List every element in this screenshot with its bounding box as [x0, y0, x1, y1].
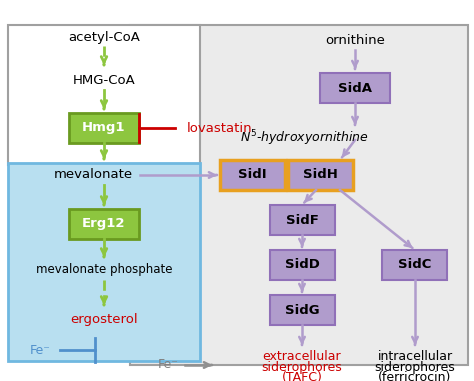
- Text: Erg12: Erg12: [82, 218, 126, 231]
- Text: ornithine: ornithine: [325, 34, 385, 46]
- Bar: [220, 160, 285, 190]
- Bar: [270, 250, 335, 280]
- Text: intracellular: intracellular: [377, 351, 453, 363]
- Text: siderophores: siderophores: [262, 362, 342, 375]
- Text: SidC: SidC: [398, 258, 432, 272]
- Text: ergosterol: ergosterol: [70, 314, 138, 327]
- Text: Hmg1: Hmg1: [82, 122, 126, 134]
- Text: SidI: SidI: [237, 168, 266, 181]
- Text: SidA: SidA: [338, 82, 372, 94]
- Text: SidF: SidF: [285, 213, 319, 226]
- Text: extracellular: extracellular: [263, 351, 341, 363]
- Text: mevalonate phosphate: mevalonate phosphate: [36, 264, 172, 277]
- Text: Fe⁻: Fe⁻: [157, 359, 178, 371]
- Bar: [288, 160, 353, 190]
- Text: (TAFC): (TAFC): [282, 371, 322, 381]
- Text: siderophores: siderophores: [374, 362, 456, 375]
- Text: SidD: SidD: [284, 258, 319, 272]
- Bar: [270, 295, 335, 325]
- Bar: [8, 163, 200, 361]
- Bar: [270, 205, 335, 235]
- Text: mevalonate: mevalonate: [54, 168, 133, 181]
- Text: Fe⁻: Fe⁻: [29, 344, 50, 357]
- Bar: [130, 25, 468, 365]
- Text: HMG-CoA: HMG-CoA: [73, 74, 136, 86]
- Text: SidG: SidG: [285, 304, 319, 317]
- Bar: [69, 209, 139, 239]
- Text: lovastatin: lovastatin: [187, 122, 253, 134]
- Text: $N^5$-hydroxyornithine: $N^5$-hydroxyornithine: [240, 128, 369, 148]
- Bar: [69, 113, 139, 143]
- Bar: [320, 73, 390, 103]
- Text: SidH: SidH: [302, 168, 337, 181]
- Text: (ferricrocin): (ferricrocin): [378, 371, 452, 381]
- Bar: [382, 250, 447, 280]
- Bar: [8, 25, 200, 165]
- Text: acetyl-CoA: acetyl-CoA: [68, 32, 140, 45]
